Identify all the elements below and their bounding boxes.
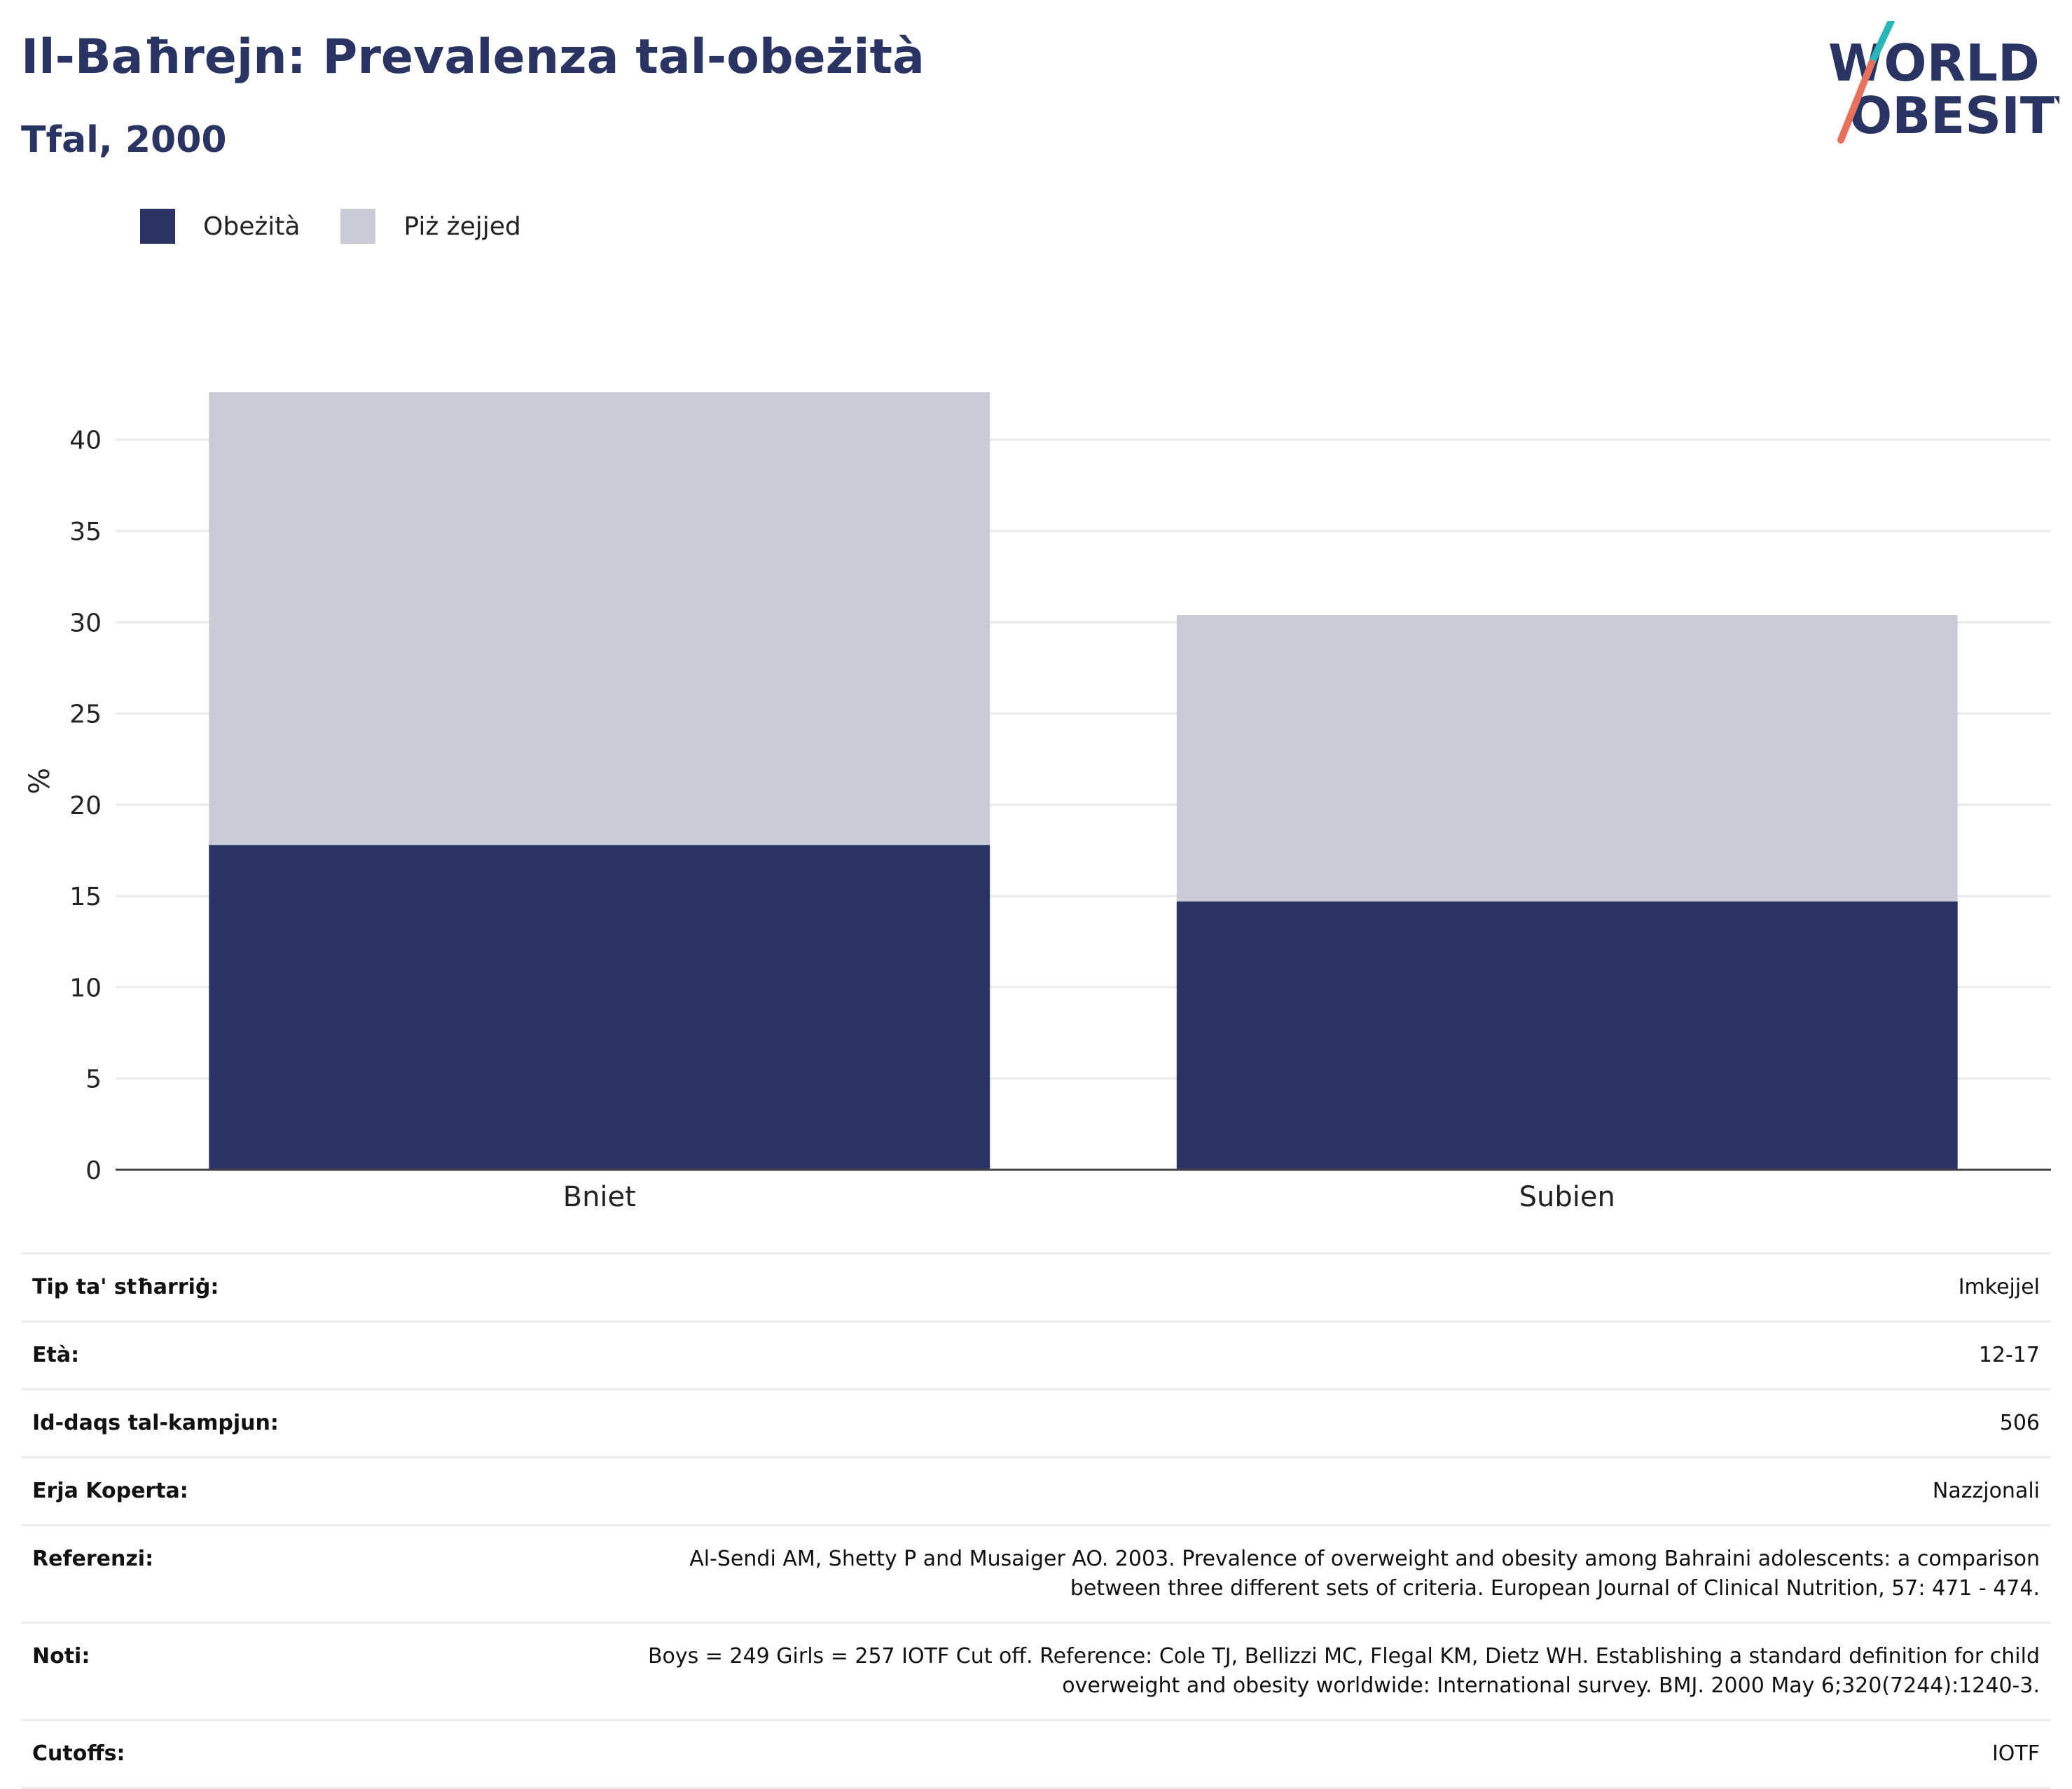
- y-tick-label: 5: [85, 1065, 102, 1094]
- info-value: Al-Sendi AM, Shetty P and Musaiger AO. 2…: [464, 1526, 2051, 1623]
- y-tick-label: 15: [69, 883, 102, 911]
- x-tick-label: Bniet: [563, 1181, 636, 1213]
- info-label: Referenzi:: [32, 1547, 154, 1571]
- svg-text:OBESITY: OBESITY: [1849, 86, 2059, 145]
- info-row-sample-size: Id-daqs tal-kampjun: 506: [21, 1389, 2051, 1458]
- info-row-cutoffs: Cutoffs: IOTF: [21, 1720, 2051, 1788]
- page-subtitle: Tfal, 2000: [21, 119, 227, 161]
- info-label: Cutoffs:: [32, 1741, 125, 1766]
- info-value-line: Boys = 249 Girls = 257 IOTF Cut off. Ref…: [647, 1644, 2040, 1669]
- y-tick-label: 10: [69, 974, 102, 1002]
- y-tick-label: 20: [69, 792, 102, 820]
- info-value: IOTF: [1991, 1741, 2040, 1766]
- bar-obesity: [1176, 901, 1958, 1170]
- legend-label-overweight: Piż żejjed: [403, 212, 521, 241]
- y-axis-label: %: [24, 768, 56, 794]
- info-value-line: Al-Sendi AM, Shetty P and Musaiger AO. 2…: [689, 1547, 2040, 1571]
- y-tick-label: 0: [85, 1156, 102, 1185]
- bar-obesity: [209, 845, 990, 1170]
- info-value-line: between three different sets of criteria…: [1070, 1576, 2040, 1601]
- info-value: Imkejjel: [1958, 1275, 2040, 1299]
- legend-item-overweight[interactable]: Piż żejjed: [340, 209, 521, 244]
- info-label: Età:: [32, 1343, 80, 1367]
- chart-legend: Obeżità Piż żejjed: [140, 209, 562, 244]
- info-value: 12-17: [1978, 1343, 2040, 1367]
- x-tick-label: Subien: [1519, 1181, 1615, 1213]
- info-value-line: overweight and obesity worldwide: Intern…: [1062, 1673, 2040, 1698]
- info-label: Id-daqs tal-kampjun:: [32, 1411, 279, 1435]
- info-row-area-covered: Erja Koperta: Nazzjonali: [21, 1457, 2051, 1526]
- info-label: Erja Koperta:: [32, 1479, 188, 1503]
- info-row-survey-type: Tip ta' stħarriġ: Imkejjel: [21, 1253, 2051, 1322]
- y-tick-label: 40: [69, 427, 102, 455]
- info-row-notes: Noti: Boys = 249 Girls = 257 IOTF Cut of…: [21, 1622, 2051, 1720]
- bar-overweight: [209, 392, 990, 845]
- bar-overweight: [1176, 614, 1958, 902]
- y-tick-label: 30: [69, 609, 102, 637]
- info-value: 506: [1999, 1411, 2040, 1435]
- legend-label-obesity: Obeżità: [203, 212, 301, 241]
- info-value: Boys = 249 Girls = 257 IOTF Cut off. Ref…: [464, 1623, 2051, 1720]
- world-obesity-logo: WORLD OBESITY: [1828, 21, 2059, 145]
- info-value: Nazzjonali: [1932, 1479, 2040, 1503]
- info-label: Noti:: [32, 1644, 90, 1669]
- stacked-bar-chart: 0 5 10 15 20 25 30 35 40% Bniet Subien: [24, 392, 2051, 1213]
- y-tick-label: 25: [69, 700, 102, 729]
- info-row-references: Referenzi: Al-Sendi AM, Shetty P and Mus…: [21, 1525, 2051, 1623]
- y-tick-label: 35: [69, 518, 102, 546]
- legend-swatch-obesity: [140, 209, 175, 244]
- legend-swatch-overweight: [340, 209, 376, 244]
- info-row-age: Età: 12-17: [21, 1321, 2051, 1390]
- info-label: Tip ta' stħarriġ:: [32, 1275, 219, 1299]
- page-title: Il-Baħrejn: Prevalenza tal-obeżità: [21, 29, 925, 85]
- legend-item-obesity[interactable]: Obeżità: [140, 209, 300, 244]
- survey-info-table: Tip ta' stħarriġ: Imkejjel Età: 12-17 Id…: [21, 1252, 2051, 1789]
